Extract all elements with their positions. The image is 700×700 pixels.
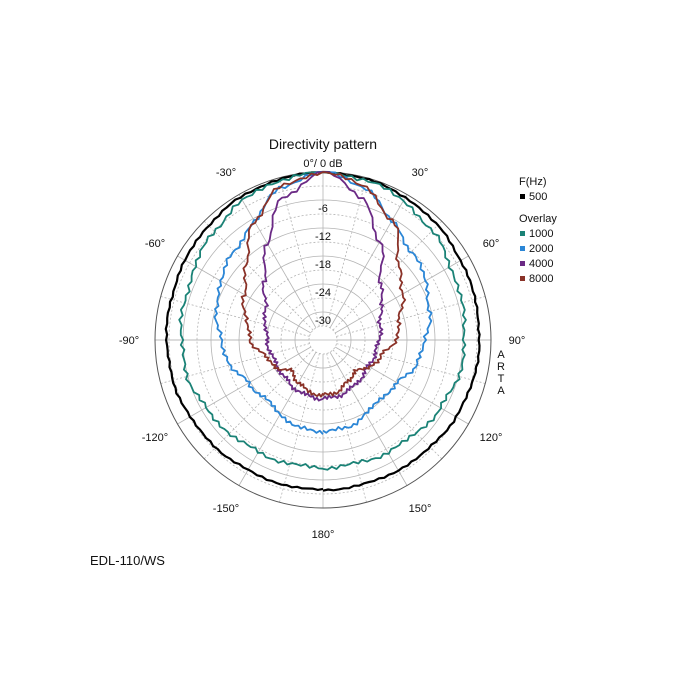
polar-labels: 0°/ 0 dB -6 -12 -18 -24 -30 -30° 30° -60° 60° -90… <box>119 158 525 541</box>
legend-swatch-1000 <box>520 231 525 236</box>
radial-tick-label: -6 <box>318 203 328 215</box>
legend-swatch-2000 <box>520 246 525 251</box>
angle-label: 60° <box>483 238 500 250</box>
grid-spoke-minor <box>332 220 443 331</box>
legend-swatch-8000 <box>520 276 525 281</box>
grid-spoke-major <box>238 351 317 486</box>
legend: F(Hz) Overlay 500 1000 2000 4000 8000 <box>519 176 557 285</box>
grid-spoke-minor <box>279 177 320 327</box>
legend-label-2000: 2000 <box>529 243 553 255</box>
angle-label: -90° <box>119 335 139 347</box>
angle-label: 180° <box>312 529 335 541</box>
legend-label-500: 500 <box>529 191 547 203</box>
polar-grid <box>154 171 492 509</box>
angle-label: -120° <box>142 432 168 444</box>
legend-label-4000: 4000 <box>529 258 553 270</box>
chart-title: Directivity pattern <box>269 136 377 152</box>
grid-spoke-minor <box>160 343 310 384</box>
radial-tick-label: -18 <box>315 259 331 271</box>
watermark-letter: T <box>498 373 505 385</box>
grid-spoke-major <box>177 255 312 334</box>
grid-spoke-major <box>329 351 408 486</box>
angle-label: -30° <box>216 167 236 179</box>
legend-label-8000: 8000 <box>529 273 553 285</box>
grid-spoke-minor <box>326 177 367 327</box>
grid-spoke-minor <box>336 296 486 337</box>
grid-spoke-minor <box>332 349 443 460</box>
top-zero-label: 0°/ 0 dB <box>303 158 342 170</box>
grid-spoke-minor <box>203 349 314 460</box>
grid-spoke-major <box>329 194 408 329</box>
angle-label: -150° <box>213 503 239 515</box>
legend-swatch-500 <box>520 194 525 199</box>
legend-label-1000: 1000 <box>529 228 553 240</box>
angle-label: 120° <box>480 432 503 444</box>
grid-spoke-major <box>334 346 469 425</box>
watermark-letter: A <box>497 385 505 397</box>
angle-label: 30° <box>412 167 429 179</box>
series-curve-8000 <box>240 171 407 398</box>
radial-tick-label: -30 <box>315 315 331 327</box>
radial-tick-label: -24 <box>315 287 331 299</box>
radial-tick-label: -12 <box>315 231 331 243</box>
watermark-letter: A <box>497 349 505 361</box>
legend-header: F(Hz) <box>519 176 547 188</box>
model-label: EDL-110/WS <box>90 553 165 568</box>
angle-label: 90° <box>509 335 526 347</box>
watermark-letter: R <box>497 361 505 373</box>
legend-swatch-4000 <box>520 261 525 266</box>
angle-label: 150° <box>409 503 432 515</box>
grid-spoke-major <box>238 194 317 329</box>
grid-spoke-major <box>334 255 469 334</box>
grid-spoke-major <box>177 346 312 425</box>
legend-overlay-header: Overlay <box>519 213 557 225</box>
grid-spoke-minor <box>336 343 486 384</box>
polar-curves <box>164 170 481 492</box>
angle-label: -60° <box>145 238 165 250</box>
grid-spoke-minor <box>203 220 314 331</box>
